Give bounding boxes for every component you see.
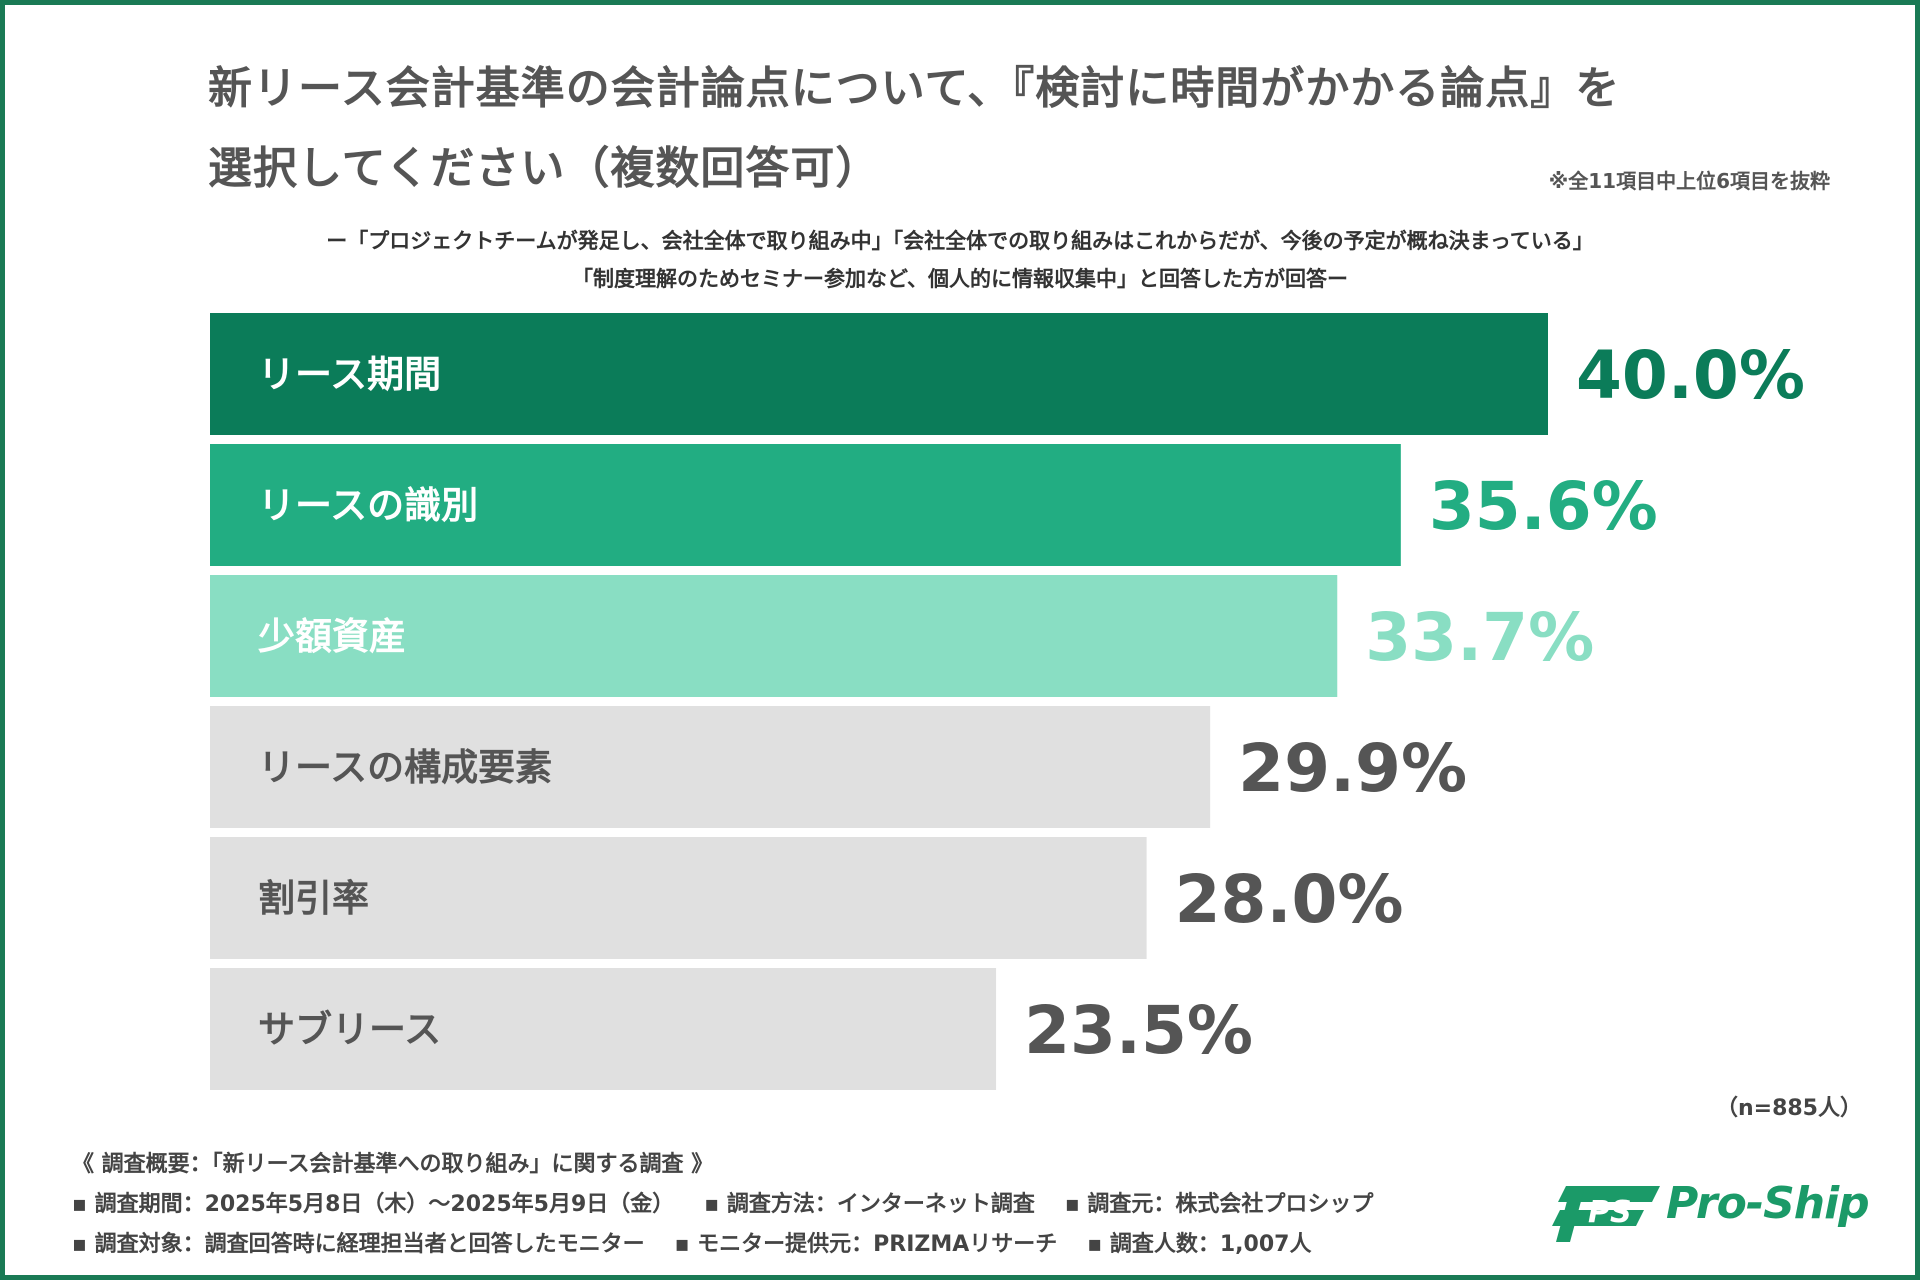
survey-details-line-1: ▪ 調査期間：2025年5月8日（木）～2025年5月9日（金） ▪ 調査方法：イ… (72, 1186, 1373, 1218)
survey-target: ▪ 調査対象：調査回答時に経理担当者と回答したモニター (72, 1232, 645, 1257)
bar-category-label-5: 割引率 (258, 877, 369, 920)
chart-title-line-1: 新リース会計基準の会計論点について、『検討に時間がかかる論点』を (208, 63, 1621, 114)
chart-title-line-2: 選択してください（複数回答可） (208, 143, 881, 194)
bar-value-label-4: 29.9% (1238, 730, 1467, 807)
bar-category-label-4: リースの構成要素 (258, 746, 552, 789)
respondent-condition-line-1: ー「プロジェクトチームが発足し、会社全体で取り組み中」「会社全体での取り組みはこ… (326, 229, 1594, 253)
ps-logo-mark-icon: PS (1552, 1186, 1660, 1242)
bar-category-label-1: リース期間 (258, 353, 441, 396)
extract-note: ※全11項目中上位6項目を抜粋 (1548, 169, 1830, 193)
bar-value-label-5: 28.0% (1175, 861, 1404, 938)
bar-2 (210, 444, 1401, 566)
bar-value-label-6: 23.5% (1024, 992, 1253, 1069)
bar-5 (210, 837, 1147, 959)
bar-3 (210, 575, 1338, 697)
bar-1 (210, 313, 1548, 435)
bar-value-label-1: 40.0% (1576, 337, 1805, 414)
survey-organizer: ▪ 調査元：株式会社プロシップ (1064, 1192, 1374, 1217)
survey-period: ▪ 調査期間：2025年5月8日（木）～2025年5月9日（金） (72, 1192, 675, 1217)
survey-provider: ▪ モニター提供元：PRIZMAリサーチ (674, 1232, 1058, 1257)
logo-wordmark: Pro-Ship (1666, 1178, 1870, 1229)
bar-value-label-2: 35.6% (1429, 468, 1658, 545)
survey-overview-heading: 《 調査概要：「新リース会計基準への取り組み」に関する調査 》 (72, 1152, 714, 1177)
bar-category-label-2: リースの識別 (258, 484, 478, 527)
bar-value-label-3: 33.7% (1365, 599, 1594, 676)
respondent-condition-line-2: 「制度理解のためセミナー参加など、個人的に情報収集中」と回答した方が回答ー (572, 267, 1348, 291)
bar-category-label-3: 少額資産 (258, 615, 406, 658)
bar-category-label-6: サブリース (258, 1008, 441, 1051)
pro-ship-logo: PS Pro-Ship (1548, 1176, 1898, 1246)
survey-respondents: ▪ 調査人数：1,007人 (1087, 1232, 1312, 1257)
logo-mark-letters: PS (1588, 1195, 1632, 1230)
survey-method: ▪ 調査方法：インターネット調査 (704, 1192, 1035, 1217)
survey-details-line-2: ▪ 調査対象：調査回答時に経理担当者と回答したモニター ▪ モニター提供元：PRI… (72, 1226, 1311, 1258)
sample-size: （n=885人） (1715, 1096, 1862, 1121)
bar-6 (210, 968, 997, 1090)
bar-4 (210, 706, 1211, 828)
